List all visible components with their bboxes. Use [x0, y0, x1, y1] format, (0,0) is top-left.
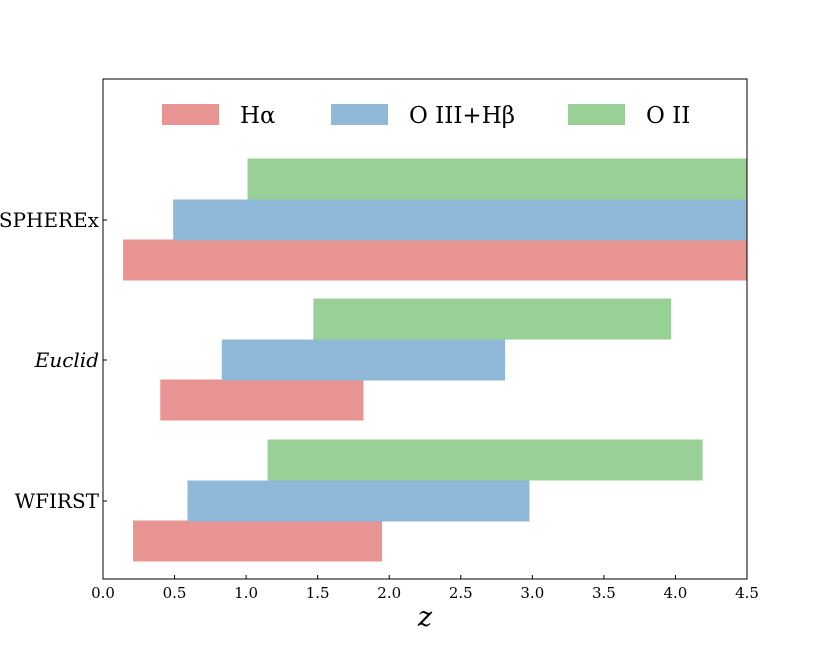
x-tick-label: 2.5	[449, 584, 473, 602]
legend-swatch	[162, 104, 219, 125]
x-tick-label: 3.0	[520, 584, 544, 602]
x-tick-label: 3.5	[592, 584, 616, 602]
category-label-euclid: Euclid	[34, 348, 99, 372]
legend-label: O II	[646, 103, 690, 129]
x-ticks: 0.0 0.5 1.0 1.5 2.0 2.5 3.0 3.5 4.0 4.5	[91, 575, 759, 602]
bar-o-iii-h--euclid	[221, 339, 506, 381]
bar-o-ii-wfirst	[267, 439, 703, 481]
x-tick-label: 4.5	[735, 584, 759, 602]
bars-layer	[123, 158, 748, 562]
bar-o-iii-h--wfirst	[187, 480, 530, 522]
bar-h--euclid	[160, 379, 364, 421]
x-tick-label: 1.0	[234, 584, 258, 602]
y-ticks: WFIRST Euclid SPHEREx	[0, 208, 107, 513]
legend-swatch	[568, 104, 625, 125]
bar-o-ii-spherex	[247, 158, 747, 200]
plot-frame	[102, 78, 748, 580]
category-label-spherex: SPHEREx	[0, 208, 100, 232]
legend-label: O III+Hβ	[409, 103, 515, 129]
legend: Hα O III+Hβ O II	[162, 103, 690, 129]
x-tick-label: 0.5	[163, 584, 187, 602]
legend-label: Hα	[240, 103, 276, 129]
x-tick-label: 2.0	[377, 584, 401, 602]
legend-swatch	[331, 104, 388, 125]
bar-h--spherex	[123, 239, 748, 281]
x-axis-label: z	[417, 602, 433, 633]
x-tick-label: 4.0	[664, 584, 688, 602]
x-tick-label: 1.5	[306, 584, 330, 602]
x-tick-label: 0.0	[91, 584, 115, 602]
category-label-wfirst: WFIRST	[15, 489, 100, 513]
bar-o-ii-euclid	[313, 298, 672, 340]
bar-o-iii-h--spherex	[173, 199, 747, 241]
bar-h--wfirst	[133, 520, 383, 562]
